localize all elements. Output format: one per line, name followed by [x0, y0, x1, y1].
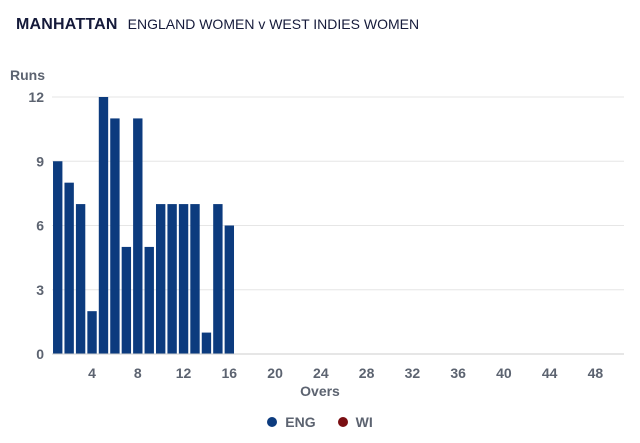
bar-eng-over-15[interactable] — [213, 204, 223, 354]
x-tick-label: 44 — [542, 365, 558, 381]
x-tick-label: 12 — [176, 365, 192, 381]
x-tick-label: 16 — [222, 365, 238, 381]
bar-eng-over-16[interactable] — [224, 225, 235, 355]
bar-eng-over-3[interactable] — [75, 204, 86, 354]
legend-marker-eng — [267, 417, 278, 427]
bar-eng-over-5[interactable] — [98, 97, 109, 354]
y-tick-label: 6 — [36, 218, 44, 234]
x-tick-label: 36 — [450, 365, 466, 381]
x-tick-label: 4 — [88, 365, 96, 381]
match-subtitle: ENGLAND WOMEN v WEST INDIES WOMEN — [127, 16, 420, 32]
x-tick-label: 8 — [134, 365, 142, 381]
bar-eng-over-7[interactable] — [121, 246, 132, 354]
bar-eng-over-10[interactable] — [155, 204, 166, 354]
y-axis-ticks: 0 3 6 9 12 — [28, 89, 44, 362]
bar-eng-over-6[interactable] — [110, 118, 120, 355]
bar-eng-over-12[interactable] — [178, 204, 189, 354]
bar-eng-over-9[interactable] — [144, 246, 154, 354]
legend-label-eng: ENG — [285, 414, 316, 430]
legend-item-eng[interactable]: ENG — [267, 414, 316, 430]
x-tick-label: 28 — [359, 365, 375, 381]
y-tick-label: 9 — [36, 153, 44, 169]
x-axis-ticks: 4 8 12 16 20 24 28 32 36 40 44 48 — [88, 365, 603, 381]
bar-eng-over-13[interactable] — [190, 204, 200, 354]
bar-eng-over-4[interactable] — [87, 311, 97, 354]
x-tick-label: 20 — [267, 365, 283, 381]
x-axis-label: Overs — [300, 383, 340, 399]
x-tick-label: 48 — [588, 365, 604, 381]
x-tick-label: 32 — [405, 365, 421, 381]
x-tick-label: 24 — [313, 365, 329, 381]
y-tick-label: 3 — [36, 282, 44, 298]
legend-label-wi: WI — [355, 414, 373, 430]
bar-series — [53, 97, 235, 355]
legend-marker-wi — [337, 417, 348, 427]
legend-item-wi[interactable]: WI — [337, 414, 373, 430]
x-tick-label: 40 — [496, 365, 512, 381]
bar-eng-over-11[interactable] — [167, 204, 177, 354]
bar-eng-over-1[interactable] — [53, 161, 63, 354]
chart-legend: ENG WI — [0, 414, 640, 430]
y-tick-label: 12 — [28, 89, 44, 105]
y-tick-label: 0 — [36, 346, 44, 362]
bar-eng-over-8[interactable] — [133, 118, 143, 355]
bar-eng-over-2[interactable] — [64, 182, 74, 354]
chart-title: MANHATTAN — [16, 16, 118, 33]
y-axis-label: Runs — [10, 67, 45, 83]
chart-header: MANHATTAN ENGLAND WOMEN v WEST INDIES WO… — [16, 16, 419, 34]
bar-eng-over-14[interactable] — [201, 332, 212, 354]
